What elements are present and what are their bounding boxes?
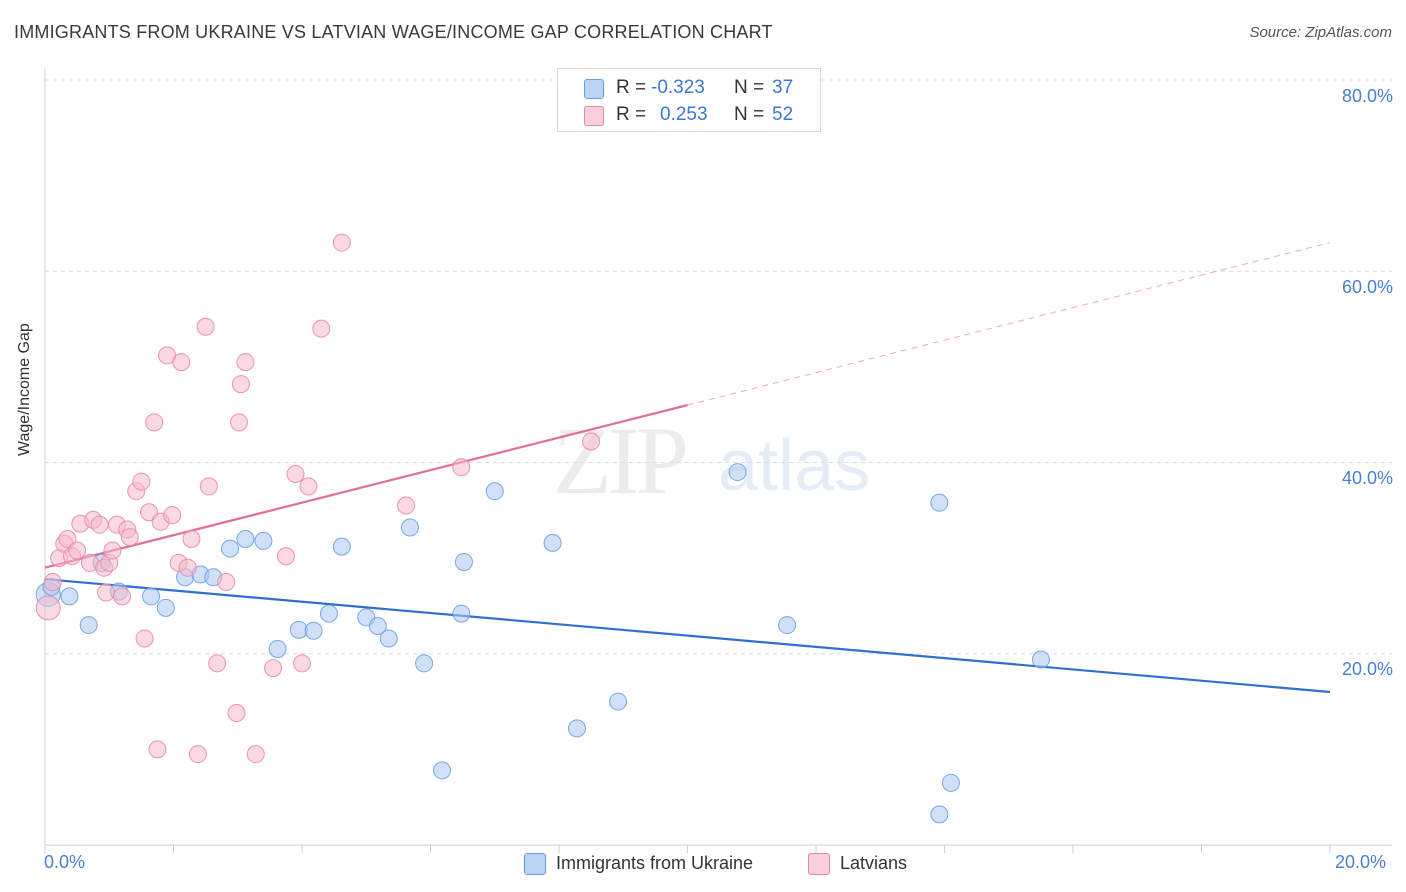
legend-n-label: N = <box>734 77 765 98</box>
data-point-ukraine <box>79 616 98 635</box>
x-tick-label: 0.0% <box>44 852 86 872</box>
data-point-latvians <box>312 319 331 338</box>
chart-source: Source: ZipAtlas.com <box>1249 24 1392 41</box>
legend-n-value: 37 <box>772 77 794 98</box>
legend: R = -0.323 N = 37 R = 0.253 N = 52 <box>557 68 821 132</box>
watermark-zip: ZIP <box>553 407 689 514</box>
data-point-latvians <box>182 530 201 548</box>
data-point-latvians <box>90 515 109 534</box>
data-point-latvians <box>196 317 215 336</box>
data-point-latvians <box>582 432 601 451</box>
y-tick-label: 40.0% <box>1341 468 1393 488</box>
data-point-latvians <box>217 573 236 592</box>
data-point-latvians <box>163 506 182 525</box>
data-point-ukraine <box>543 533 562 552</box>
data-point-latvians <box>145 413 164 432</box>
data-point-ukraine <box>609 692 628 711</box>
data-point-latvians <box>452 458 471 477</box>
bottom-legend-label: Latvians <box>840 853 908 873</box>
chart-title: IMMIGRANTS FROM UKRAINE VS LATVIAN WAGE/… <box>14 22 773 42</box>
legend-r-value: -0.323 <box>651 77 705 98</box>
axes <box>44 68 1392 853</box>
data-point-latvians <box>397 496 416 515</box>
data-point-latvians <box>172 353 191 372</box>
legend-n-value: 52 <box>772 104 794 125</box>
data-point-ukraine <box>567 719 586 738</box>
data-point-latvians <box>148 740 167 759</box>
data-point-latvians <box>227 704 246 723</box>
y-tick-label: 20.0% <box>1341 659 1393 679</box>
trend-lines <box>44 242 1331 694</box>
y-tick-label: 60.0% <box>1341 277 1393 297</box>
y-tick-label: 80.0% <box>1341 86 1393 106</box>
data-point-latvians <box>140 503 159 522</box>
trend-line-extension <box>687 242 1331 406</box>
bottom-legend-swatch <box>808 853 830 875</box>
data-point-ukraine <box>433 761 452 780</box>
data-point-ukraine <box>1031 650 1050 669</box>
bottom-legend-swatch <box>524 853 546 875</box>
data-point-latvians <box>97 583 116 602</box>
data-point-latvians <box>120 528 139 547</box>
data-point-ukraine <box>368 617 387 636</box>
data-point-ukraine <box>778 616 797 635</box>
data-point-ukraine <box>60 587 79 606</box>
data-point-ukraine <box>319 604 338 623</box>
data-point-latvians <box>68 541 87 560</box>
legend-r-label: R = <box>616 77 647 98</box>
data-point-latvians <box>231 375 250 394</box>
data-point-latvians <box>276 547 295 566</box>
data-point-latvians <box>332 233 351 252</box>
data-point-ukraine <box>142 587 161 606</box>
data-point-ukraine <box>941 773 960 792</box>
data-point-latvians <box>199 477 218 496</box>
data-point-ukraine <box>930 493 949 512</box>
legend-n-label: N = <box>734 104 765 125</box>
data-point-ukraine <box>452 604 471 623</box>
data-point-ukraine <box>254 531 273 550</box>
trend-line-ukraine <box>44 578 1331 694</box>
y-axis-label: Wage/Income Gap <box>16 323 33 456</box>
data-point-latvians <box>35 595 61 621</box>
x-tick-label: 20.0% <box>1335 852 1387 872</box>
data-point-latvians <box>43 573 62 592</box>
data-point-latvians <box>208 654 227 673</box>
data-point-ukraine <box>400 518 419 537</box>
data-point-ukraine <box>332 537 351 556</box>
legend-swatch-ukraine <box>584 79 604 99</box>
data-point-ukraine <box>156 598 175 617</box>
data-point-ukraine <box>379 629 398 648</box>
data-point-ukraine <box>930 805 949 824</box>
data-point-latvians <box>286 464 305 483</box>
data-point-ukraine <box>728 463 747 482</box>
data-point-latvians <box>58 530 77 548</box>
data-point-ukraine <box>304 621 323 640</box>
data-point-latvians <box>113 587 132 606</box>
data-point-latvians <box>230 413 249 432</box>
data-point-ukraine <box>236 530 255 548</box>
trend-line-latvians <box>44 404 688 569</box>
data-point-latvians <box>246 745 265 764</box>
data-point-latvians <box>103 541 122 560</box>
legend-swatch-latvians <box>584 106 604 126</box>
data-point-latvians <box>299 477 318 496</box>
data-point-latvians <box>135 629 154 648</box>
bottom-legend-label: Immigrants from Ukraine <box>556 853 754 873</box>
data-point-latvians <box>178 558 197 577</box>
data-point-ukraine <box>454 552 473 571</box>
data-point-latvians <box>293 654 311 673</box>
data-point-latvians <box>236 353 255 372</box>
legend-r-value: 0.253 <box>660 104 708 125</box>
data-point-latvians <box>264 659 283 678</box>
data-point-latvians <box>188 745 207 764</box>
data-point-ukraine <box>268 639 287 658</box>
data-point-ukraine <box>485 482 504 501</box>
data-point-latvians <box>132 472 151 491</box>
data-points <box>35 233 1050 824</box>
legend-r-label: R = <box>616 104 647 125</box>
data-point-ukraine <box>221 539 240 558</box>
data-point-ukraine <box>415 654 434 673</box>
